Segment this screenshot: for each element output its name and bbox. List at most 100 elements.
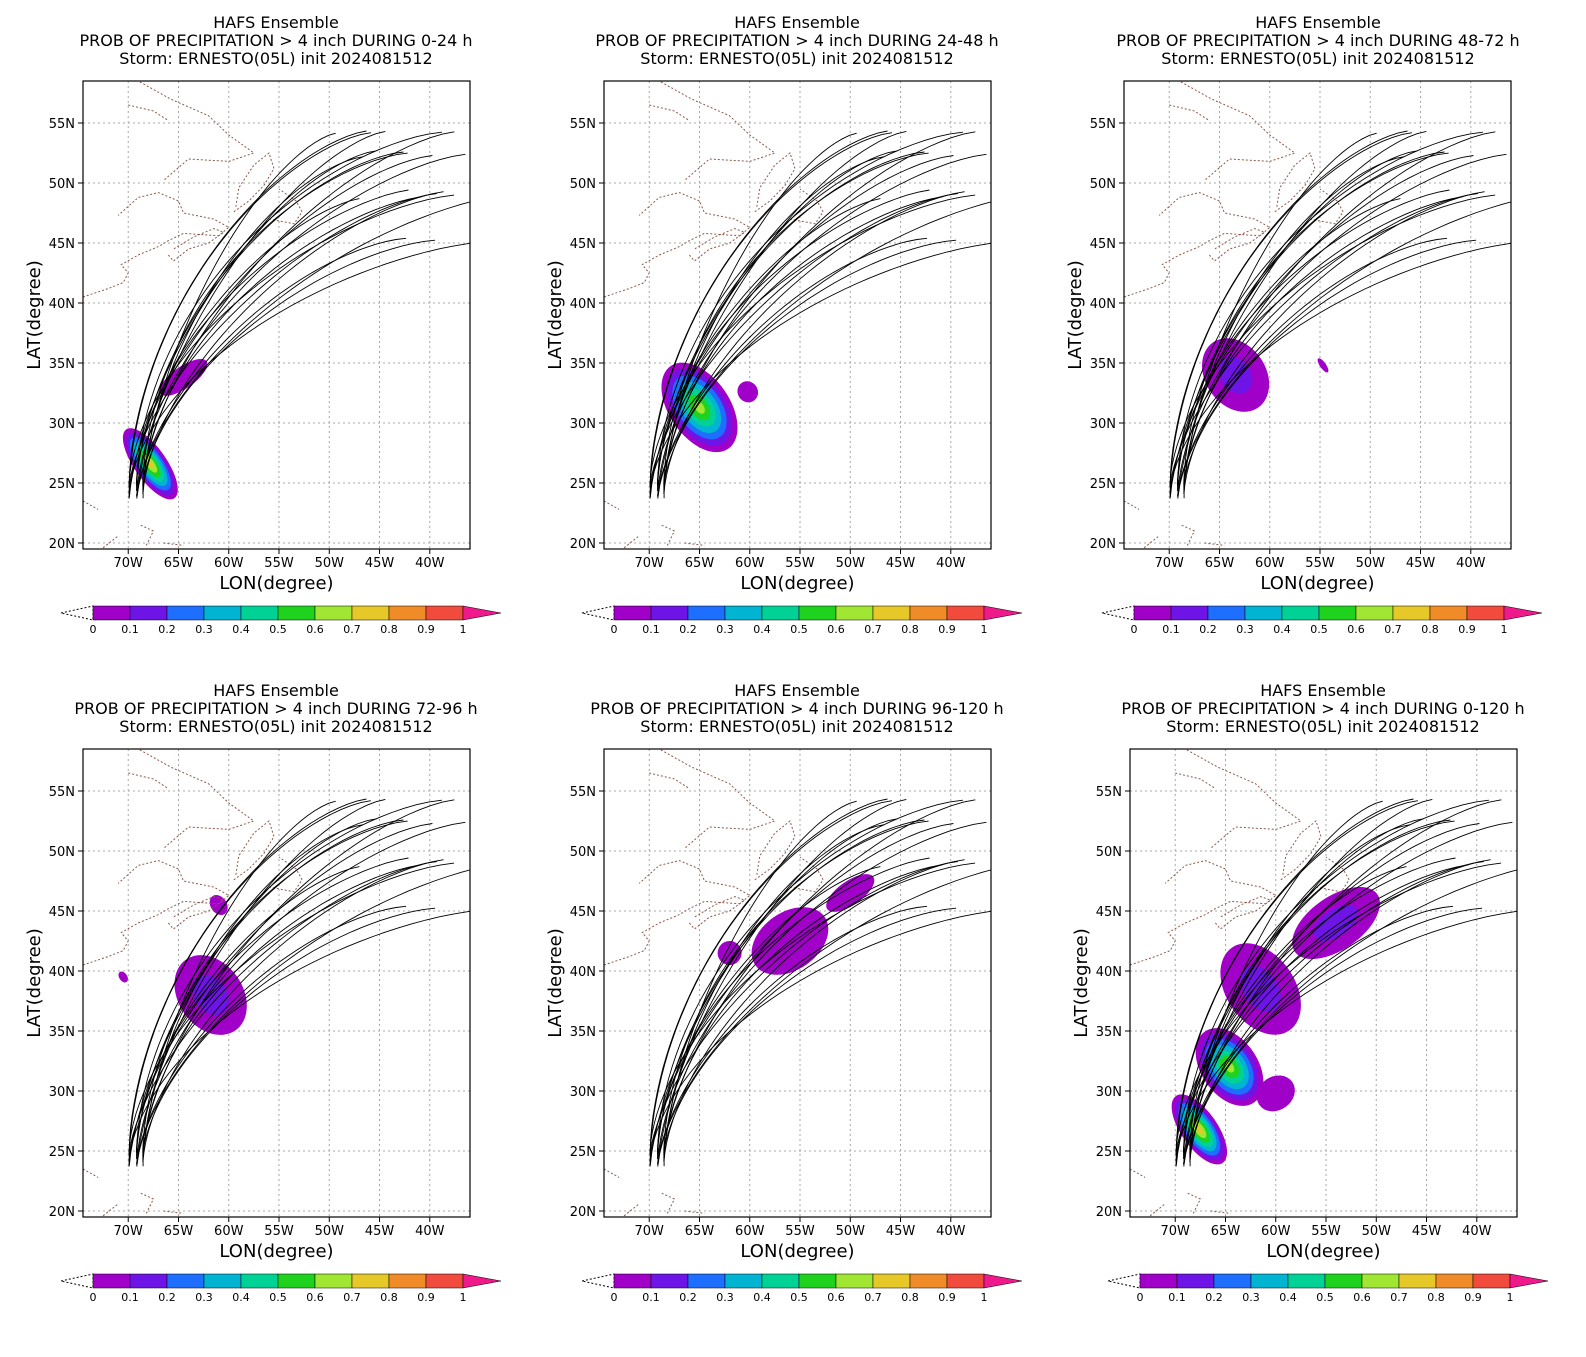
colorbar-segment-5	[1318, 605, 1357, 621]
ensemble-tracks	[1175, 798, 1517, 1167]
panel-title-line-1: HAFS Ensemble	[1255, 13, 1381, 32]
track-member-12	[128, 823, 433, 1161]
colorbar-tick-0: 0	[611, 1291, 618, 1304]
colorbar-segment-2	[166, 605, 205, 621]
panel-title-line-2: PROB OF PRECIPITATION > 4 inch DURING 72…	[74, 699, 477, 718]
colorbar-tick-2: 0.2	[679, 623, 697, 636]
track-member-18	[1175, 910, 1517, 1167]
colorbar-tick-6: 0.6	[827, 1291, 845, 1304]
y-tick-label-7: 55N	[570, 785, 596, 800]
track-member-11	[663, 239, 957, 485]
colorbar-segment-3	[203, 1273, 242, 1289]
track-member-10	[136, 151, 404, 487]
x-tick-label-2: 60W	[735, 1224, 765, 1239]
track-member-19	[657, 821, 987, 1161]
colorbar-over-arrow	[462, 605, 502, 621]
colorbar-tick-10: 1	[1507, 1291, 1514, 1304]
plot-frame	[82, 748, 471, 1218]
panel-title-line-2: PROB OF PRECIPITATION > 4 inch DURING 48…	[1116, 31, 1519, 50]
track-member-11	[1189, 907, 1483, 1153]
prob-level-1	[737, 381, 759, 403]
prob-level-8	[1195, 1125, 1203, 1134]
colorbar-segment-6	[1361, 1273, 1400, 1289]
y-tick-label-7: 55N	[1090, 117, 1116, 132]
colorbar-segment-1	[129, 605, 168, 621]
colorbar-tick-2: 0.2	[679, 1291, 697, 1304]
y-tick-label-2: 30N	[49, 417, 75, 432]
gridlines	[83, 749, 470, 1217]
x-tick-label-3: 55W	[1305, 556, 1335, 571]
y-tick-label-1: 25N	[570, 1145, 596, 1160]
colorbar-tick-9: 0.9	[1464, 1291, 1482, 1304]
colorbar-tick-6: 0.6	[306, 1291, 324, 1304]
colorbar-tick-8: 0.8	[380, 1291, 398, 1304]
track-member-19	[136, 821, 466, 1161]
track-member-13	[136, 798, 386, 1167]
colorbar-segment-5	[277, 1273, 316, 1289]
x-tick-label-3: 55W	[785, 1224, 815, 1239]
colorbar-segment-8	[909, 605, 948, 621]
track-member-15	[649, 194, 976, 486]
colorbar-tick-3: 0.3	[716, 1291, 734, 1304]
panel-title-line-3: Storm: ERNESTO(05L) init 2024081512	[119, 717, 432, 736]
y-tick-label-0: 20N	[570, 1205, 596, 1220]
y-tick-label-2: 30N	[570, 417, 596, 432]
track-member-10	[657, 819, 925, 1155]
track-member-9	[128, 132, 371, 496]
track-member-13	[1177, 130, 1427, 499]
ensemble-tracks	[128, 130, 470, 499]
track-member-5	[1189, 824, 1411, 1157]
coastlines	[604, 81, 824, 549]
y-axis-label: LAT(degree)	[24, 928, 45, 1037]
prob-region-3	[717, 940, 742, 966]
track-member-4	[656, 905, 928, 1165]
colorbar-under-arrow	[1101, 605, 1135, 621]
y-tick-label-2: 30N	[570, 1085, 596, 1100]
colorbar-tick-7: 0.7	[864, 623, 882, 636]
track-member-4	[135, 237, 407, 497]
x-tick-label-6: 40W	[936, 1224, 966, 1239]
y-axis-label: LAT(degree)	[1065, 260, 1086, 369]
track-member-10	[657, 151, 925, 487]
coastline-7	[1181, 524, 1196, 546]
colorbar-tick-4: 0.4	[1273, 623, 1291, 636]
track-member-6	[1169, 130, 1408, 485]
plot-frame	[82, 80, 471, 550]
colorbar-segment-9	[1472, 1273, 1511, 1289]
y-tick-label-7: 55N	[49, 785, 75, 800]
y-tick-label-4: 40N	[1090, 297, 1116, 312]
colorbar-tick-3: 0.3	[716, 623, 734, 636]
track-member-22	[657, 869, 991, 1164]
x-tick-label-2: 60W	[1255, 556, 1285, 571]
panel-title-line-1: HAFS Ensemble	[734, 13, 860, 32]
track-member-12	[1175, 823, 1480, 1161]
coastline-9	[623, 1203, 640, 1217]
prob-region-4	[1292, 886, 1380, 960]
coastline-7	[140, 524, 155, 546]
coastline-2	[168, 228, 225, 262]
colorbar-tick-9: 0.9	[938, 623, 956, 636]
track-member-16	[136, 799, 442, 1154]
colorbar-over-arrow	[462, 1273, 502, 1289]
colorbar-under-arrow	[60, 1273, 94, 1289]
colorbar-tick-3: 0.3	[1242, 1291, 1260, 1304]
track-member-1	[135, 198, 360, 485]
coastline-2	[1215, 896, 1272, 930]
y-axis-label: LAT(degree)	[545, 928, 566, 1037]
colorbar-over-arrow	[1503, 605, 1543, 621]
track-member-11	[663, 907, 957, 1153]
colorbar-tick-8: 0.8	[901, 1291, 919, 1304]
colorbar-segment-5	[798, 1273, 837, 1289]
colorbar-segment-0	[1139, 1273, 1178, 1289]
track-member-18	[128, 242, 470, 499]
panel-title-line-3: Storm: ERNESTO(05L) init 2024081512	[640, 49, 953, 68]
coastline-6	[1169, 104, 1210, 122]
coastline-5	[1155, 749, 1302, 849]
coastline-4	[789, 188, 824, 225]
colorbar-tick-0: 0	[90, 1291, 97, 1304]
track-member-17	[663, 152, 929, 495]
colorbar-segment-2	[687, 605, 726, 621]
colorbar-segment-2	[166, 1273, 205, 1289]
